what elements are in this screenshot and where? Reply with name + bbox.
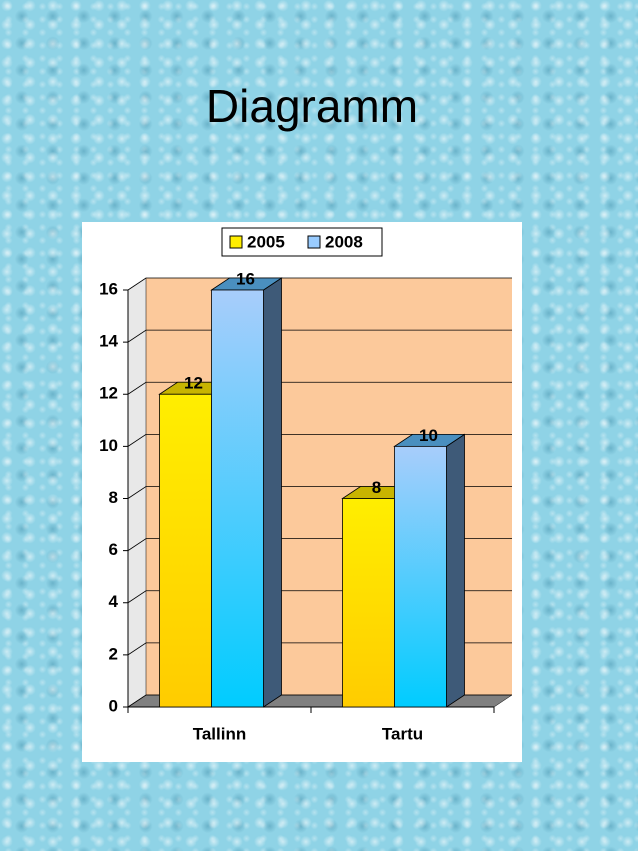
bar bbox=[342, 498, 395, 708]
y-tick-label: 12 bbox=[99, 384, 118, 403]
data-label: 10 bbox=[419, 426, 438, 445]
legend-swatch bbox=[307, 235, 321, 249]
legend bbox=[221, 227, 383, 257]
bar-side bbox=[263, 277, 282, 708]
bar bbox=[159, 393, 212, 708]
y-tick-label: 14 bbox=[99, 332, 118, 351]
y-tick-label: 2 bbox=[109, 644, 118, 663]
y-tick-label: 6 bbox=[109, 540, 118, 559]
y-tick-label: 16 bbox=[99, 279, 118, 298]
x-tick-label: Tallinn bbox=[193, 724, 247, 743]
grid-line bbox=[127, 433, 512, 447]
data-label: 16 bbox=[236, 269, 255, 288]
bar-side bbox=[446, 433, 465, 708]
legend-swatch bbox=[229, 235, 243, 249]
bar bbox=[394, 445, 447, 708]
chart-title: Diagramm bbox=[206, 80, 418, 132]
grid-line bbox=[127, 277, 512, 291]
legend-label: 2008 bbox=[325, 232, 363, 251]
x-tick-label: Tartu bbox=[382, 724, 423, 743]
legend-label: 2005 bbox=[247, 232, 285, 251]
y-tick-label: 4 bbox=[109, 592, 119, 611]
data-label: 12 bbox=[184, 374, 203, 393]
grid-line bbox=[127, 381, 512, 395]
y-tick-label: 0 bbox=[109, 696, 118, 715]
y-tick-label: 8 bbox=[109, 488, 118, 507]
data-label: 8 bbox=[372, 478, 381, 497]
bar bbox=[211, 289, 264, 708]
grid-line bbox=[127, 329, 512, 343]
y-tick-label: 10 bbox=[99, 436, 118, 455]
